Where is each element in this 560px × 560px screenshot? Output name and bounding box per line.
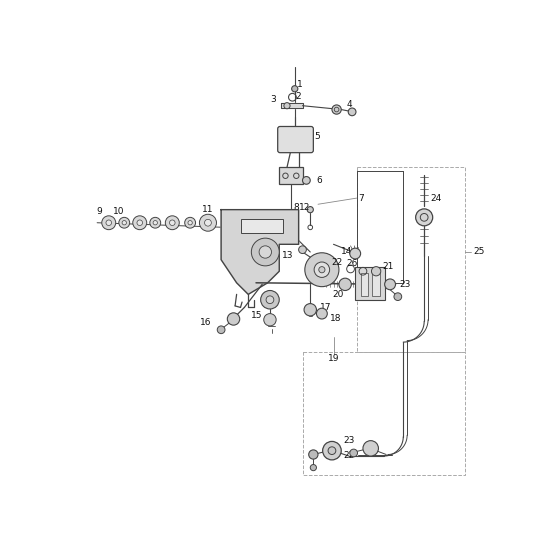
Text: 14: 14 xyxy=(341,248,353,256)
Text: 4: 4 xyxy=(347,100,352,109)
Circle shape xyxy=(185,217,195,228)
Circle shape xyxy=(199,214,217,231)
Text: 13: 13 xyxy=(282,250,293,260)
Polygon shape xyxy=(281,104,302,108)
Bar xyxy=(355,267,385,300)
Text: 5: 5 xyxy=(314,132,320,141)
Circle shape xyxy=(170,220,175,226)
Circle shape xyxy=(394,293,402,301)
Circle shape xyxy=(122,221,127,225)
Circle shape xyxy=(204,220,211,226)
Circle shape xyxy=(165,216,179,230)
Circle shape xyxy=(217,326,225,334)
Text: 22: 22 xyxy=(332,258,343,267)
Circle shape xyxy=(227,313,240,325)
Circle shape xyxy=(251,238,279,266)
Text: 16: 16 xyxy=(199,318,211,328)
Circle shape xyxy=(332,105,341,114)
Circle shape xyxy=(363,441,379,456)
Circle shape xyxy=(188,221,192,225)
Circle shape xyxy=(298,246,306,254)
Circle shape xyxy=(309,450,318,459)
Text: 15: 15 xyxy=(251,311,262,320)
Circle shape xyxy=(119,217,130,228)
Bar xyxy=(361,273,368,296)
Circle shape xyxy=(266,296,274,304)
Circle shape xyxy=(302,176,310,184)
Circle shape xyxy=(153,221,157,225)
FancyBboxPatch shape xyxy=(278,127,314,153)
Circle shape xyxy=(385,279,395,290)
Bar xyxy=(372,273,380,296)
Circle shape xyxy=(416,209,433,226)
Text: 8: 8 xyxy=(293,203,300,212)
Circle shape xyxy=(259,246,272,258)
Bar xyxy=(240,219,283,233)
Circle shape xyxy=(137,220,143,226)
Text: 2: 2 xyxy=(296,92,301,101)
Circle shape xyxy=(323,441,341,460)
Circle shape xyxy=(316,308,327,319)
Circle shape xyxy=(350,248,361,259)
Circle shape xyxy=(106,220,111,226)
Circle shape xyxy=(284,102,290,109)
Text: 20: 20 xyxy=(333,290,344,299)
Text: 18: 18 xyxy=(330,314,342,323)
Text: 19: 19 xyxy=(328,354,339,363)
Text: 12: 12 xyxy=(298,203,310,212)
Circle shape xyxy=(328,447,336,455)
Text: 17: 17 xyxy=(320,303,331,312)
Text: 3: 3 xyxy=(270,95,276,104)
Text: 10: 10 xyxy=(113,207,124,216)
Text: 9: 9 xyxy=(96,207,102,217)
Text: 23: 23 xyxy=(399,280,410,289)
Circle shape xyxy=(314,262,330,277)
Text: 21: 21 xyxy=(382,262,394,271)
Bar xyxy=(279,167,302,184)
Circle shape xyxy=(102,216,116,230)
Text: 7: 7 xyxy=(358,194,364,203)
Polygon shape xyxy=(221,209,298,295)
Text: 6: 6 xyxy=(316,176,322,185)
Circle shape xyxy=(350,449,357,457)
Circle shape xyxy=(371,267,381,276)
Circle shape xyxy=(319,267,325,273)
Text: 11: 11 xyxy=(202,205,214,214)
Text: 1: 1 xyxy=(297,80,303,88)
Circle shape xyxy=(304,304,316,316)
Text: 26: 26 xyxy=(346,259,357,268)
Circle shape xyxy=(307,207,314,213)
Circle shape xyxy=(264,314,276,326)
Text: 25: 25 xyxy=(473,248,484,256)
Text: 23: 23 xyxy=(344,436,355,445)
Circle shape xyxy=(260,291,279,309)
Circle shape xyxy=(292,86,298,92)
Circle shape xyxy=(348,108,356,116)
Circle shape xyxy=(305,253,339,287)
Circle shape xyxy=(150,217,161,228)
Text: 24: 24 xyxy=(431,194,442,203)
Circle shape xyxy=(339,278,351,291)
Text: 22: 22 xyxy=(344,451,355,460)
Circle shape xyxy=(310,465,316,470)
Circle shape xyxy=(133,216,147,230)
